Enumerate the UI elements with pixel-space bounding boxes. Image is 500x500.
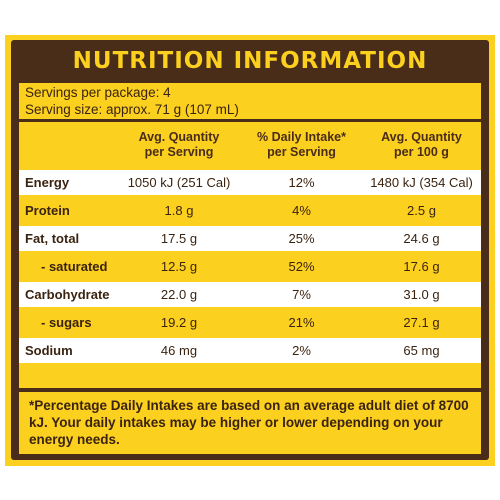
cell-per-100g: 2.5 g <box>407 203 436 218</box>
cell-per-serving: 1050 kJ (251 Cal) <box>127 175 231 190</box>
row-label: - saturated <box>41 259 108 274</box>
nutrition-frame: NUTRITION INFORMATION Servings per packa… <box>11 40 489 460</box>
cell-per-100g: 24.6 g <box>403 231 440 246</box>
table-row-sugars: - sugars 19.2 g 21% 27.1 g <box>19 310 481 335</box>
cell-per-serving: 22.0 g <box>160 287 198 302</box>
cell-daily-intake: 52% <box>288 259 315 274</box>
table-body: Energy 1050 kJ (251 Cal) 12% 1480 kJ (35… <box>19 170 481 366</box>
cell-per-100g: 1480 kJ (354 Cal) <box>370 175 473 190</box>
cell-daily-intake: 25% <box>288 231 315 246</box>
cell-per-serving: 12.5 g <box>160 259 198 274</box>
table-row-saturated: - saturated 12.5 g 52% 17.6 g <box>19 254 481 279</box>
cell-per-serving: 19.2 g <box>160 315 198 330</box>
cell-per-serving: 1.8 g <box>164 203 194 218</box>
row-label: Fat, total <box>25 231 80 246</box>
row-label: Sodium <box>25 343 73 358</box>
table-header: Avg. Quantity per Serving % Daily Intake… <box>19 122 481 170</box>
table-row-carbohydrate: Carbohydrate 22.0 g 7% 31.0 g <box>19 282 481 307</box>
col-header-avg-per-serving: Avg. Quantity per Serving <box>138 130 220 159</box>
cell-per-100g: 27.1 g <box>403 315 440 330</box>
row-label: Carbohydrate <box>25 287 110 302</box>
cell-per-100g: 65 mg <box>403 343 440 358</box>
row-label: Protein <box>25 203 70 218</box>
cell-daily-intake: 12% <box>288 175 315 190</box>
table-row-protein: Protein 1.8 g 4% 2.5 g <box>19 198 481 223</box>
nutrition-table: Avg. Quantity per Serving % Daily Intake… <box>19 122 481 388</box>
row-label: Energy <box>25 175 70 190</box>
cell-daily-intake: 4% <box>292 203 311 218</box>
table-row-energy: Energy 1050 kJ (251 Cal) 12% 1480 kJ (35… <box>19 170 481 195</box>
col-header-daily-intake: % Daily Intake* per Serving <box>257 130 346 159</box>
col-header-avg-per-100g: Avg. Quantity per 100 g <box>381 130 462 159</box>
cell-per-serving: 17.5 g <box>160 231 198 246</box>
cell-daily-intake: 2% <box>292 343 311 358</box>
cell-per-100g: 31.0 g <box>403 287 440 302</box>
footnote: *Percentage Daily Intakes are based on a… <box>19 392 481 454</box>
row-label: - sugars <box>41 315 92 330</box>
cell-daily-intake: 7% <box>292 287 311 302</box>
serving-info: Servings per package: 4 Serving size: ap… <box>19 83 481 119</box>
table-row-fat-total: Fat, total 17.5 g 25% 24.6 g <box>19 226 481 251</box>
cell-per-serving: 46 mg <box>160 343 198 358</box>
cell-daily-intake: 21% <box>288 315 315 330</box>
table-row-sodium: Sodium 46 mg 2% 65 mg <box>19 338 481 363</box>
serving-size: Serving size: approx. 71 g (107 mL) <box>25 102 239 117</box>
cell-per-100g: 17.6 g <box>403 259 440 274</box>
panel-title: NUTRITION INFORMATION <box>72 48 428 74</box>
nutrition-panel: NUTRITION INFORMATION Servings per packa… <box>5 35 495 466</box>
servings-per-package: Servings per package: 4 <box>25 85 171 100</box>
